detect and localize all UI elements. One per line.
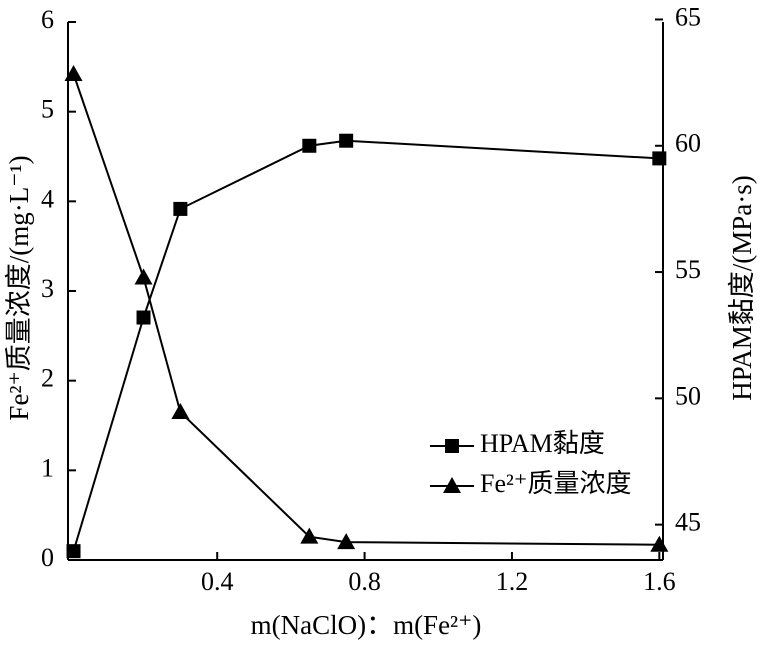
x-tick-label: 1.2 bbox=[496, 567, 529, 596]
x-axis-label: m(NaClO)：m(Fe²⁺) bbox=[251, 610, 482, 640]
square-marker bbox=[173, 201, 188, 216]
x-tick-label: 1.6 bbox=[643, 567, 676, 596]
triangle-marker bbox=[443, 477, 461, 493]
triangle-marker bbox=[64, 65, 83, 82]
y2-tick-label: 55 bbox=[675, 255, 701, 284]
square-marker bbox=[652, 151, 667, 166]
square-marker bbox=[136, 310, 151, 325]
triangle-marker bbox=[134, 268, 153, 285]
y2-axis-label: HPAM黏度/(MPa·s) bbox=[727, 175, 757, 401]
square-marker bbox=[66, 544, 81, 559]
triangle-marker bbox=[300, 527, 319, 544]
series-line bbox=[72, 139, 660, 552]
square-marker bbox=[302, 138, 317, 153]
y2-tick-label: 50 bbox=[675, 381, 701, 410]
y2-tick-label: 45 bbox=[675, 508, 701, 537]
legend-label: HPAM黏度 bbox=[480, 429, 605, 458]
x-tick-label: 0.8 bbox=[348, 567, 381, 596]
y2-tick-label: 60 bbox=[675, 129, 701, 158]
triangle-marker bbox=[650, 535, 669, 552]
series-line bbox=[72, 73, 660, 546]
y-tick-label: 0 bbox=[41, 543, 54, 572]
legend-label: Fe²⁺质量浓度 bbox=[480, 469, 632, 498]
y-tick-label: 4 bbox=[41, 184, 54, 213]
y-tick-label: 1 bbox=[41, 453, 54, 482]
triangle-marker bbox=[337, 533, 356, 550]
y2-tick-label: 65 bbox=[675, 2, 701, 31]
y-axis-label: Fe²⁺质量浓度/(mg·L⁻¹) bbox=[4, 155, 34, 420]
y-tick-label: 5 bbox=[41, 95, 54, 124]
square-marker bbox=[339, 133, 354, 148]
y-tick-label: 2 bbox=[41, 364, 54, 393]
triangle-marker bbox=[171, 403, 190, 420]
y-tick-label: 3 bbox=[41, 274, 54, 303]
y-tick-label: 6 bbox=[41, 5, 54, 34]
square-marker bbox=[445, 439, 459, 453]
x-tick-label: 0.4 bbox=[201, 567, 234, 596]
